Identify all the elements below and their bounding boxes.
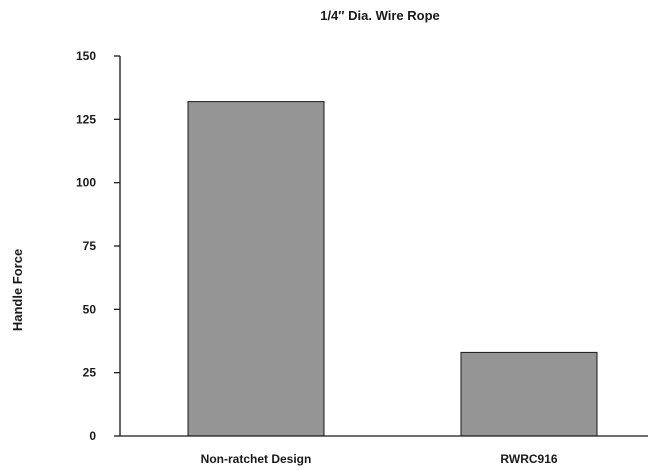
y-axis-label: Handle Force	[10, 249, 25, 331]
y-tick-label: 150	[76, 49, 96, 63]
chart-title: 1/4″ Dia. Wire Rope	[320, 8, 440, 23]
y-tick-label: 50	[83, 302, 97, 316]
bar-2	[460, 351, 598, 437]
x-category-label: Non-ratchet Design	[201, 452, 312, 466]
y-tick-label: 25	[83, 366, 97, 380]
bars	[187, 101, 598, 437]
y-tick-label: 125	[76, 112, 96, 126]
y-tick-label: 75	[83, 239, 97, 253]
y-tick-label: 100	[76, 176, 96, 190]
bar-1	[187, 101, 325, 437]
x-axis-labels: Non-ratchet Design RWRC916	[201, 452, 558, 466]
axes	[119, 56, 648, 437]
y-axis-ticks: 0 25 50 75 100 125 150	[76, 49, 120, 443]
y-tick-label: 0	[89, 429, 96, 443]
x-category-label: RWRC916	[500, 452, 557, 466]
